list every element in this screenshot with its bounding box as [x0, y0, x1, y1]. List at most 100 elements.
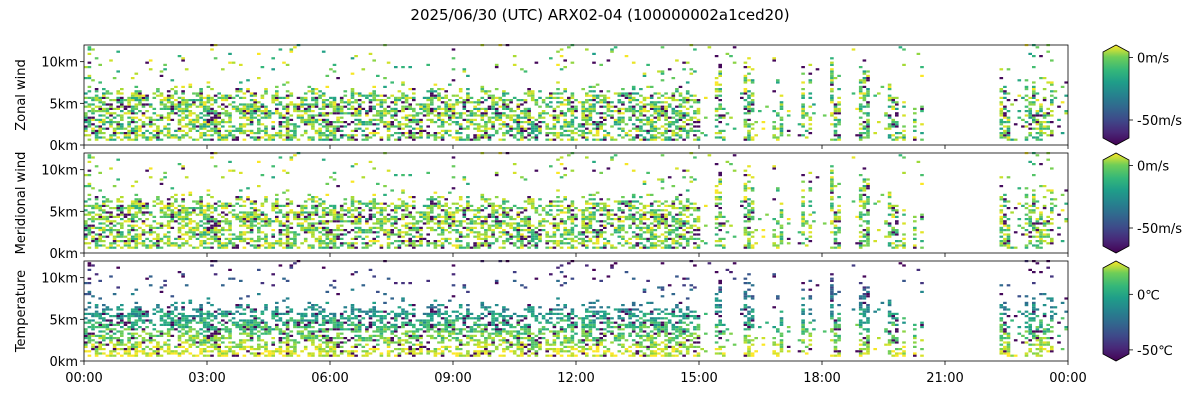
- data-cell: [895, 121, 899, 124]
- data-cell: [246, 123, 250, 126]
- data-cell: [772, 110, 776, 113]
- data-cell: [567, 242, 571, 245]
- data-cell: [858, 88, 863, 91]
- data-cell: [502, 103, 506, 106]
- data-cell: [516, 138, 521, 141]
- data-cell: [1039, 55, 1043, 58]
- data-cell: [300, 211, 304, 214]
- data-cell: [199, 209, 203, 212]
- data-cell: [401, 189, 405, 192]
- data-cell: [282, 121, 286, 124]
- data-cell: [325, 118, 330, 121]
- data-cell: [466, 226, 470, 229]
- data-cell: [1028, 134, 1032, 137]
- data-cell: [437, 99, 441, 102]
- data-cell: [635, 224, 640, 227]
- data-cell: [329, 105, 333, 108]
- data-cell: [192, 103, 196, 106]
- data-cell: [599, 121, 603, 124]
- data-cell: [260, 66, 265, 69]
- data-cell: [570, 244, 575, 247]
- data-cell: [585, 118, 589, 121]
- data-cell: [541, 101, 546, 104]
- data-cell: [498, 114, 503, 117]
- data-cell: [282, 224, 286, 227]
- data-cell: [199, 242, 203, 245]
- data-cell: [448, 242, 452, 245]
- data-cell: [332, 99, 337, 102]
- data-cell: [177, 237, 182, 240]
- data-cell: [339, 99, 344, 102]
- data-cell: [332, 129, 337, 132]
- data-cell: [920, 123, 924, 126]
- data-cell: [581, 231, 585, 234]
- data-cell: [156, 237, 160, 240]
- data-cell: [1050, 132, 1054, 135]
- data-cell: [210, 96, 214, 99]
- data-cell: [772, 90, 776, 93]
- data-cell: [830, 83, 834, 86]
- data-cell: [887, 134, 892, 137]
- data-cell: [289, 237, 294, 240]
- data-cell: [156, 90, 160, 93]
- data-cell: [520, 224, 524, 227]
- data-cell: [105, 127, 110, 130]
- data-cell: [278, 244, 283, 247]
- data-cell: [581, 211, 585, 214]
- data-cell: [195, 213, 200, 216]
- data-cell: [264, 213, 268, 216]
- data-cell: [422, 218, 427, 221]
- data-cell: [891, 134, 895, 137]
- data-cell: [329, 231, 333, 234]
- data-cell: [213, 218, 218, 221]
- data-cell: [141, 125, 146, 128]
- data-cell: [603, 224, 607, 227]
- data-cell: [127, 244, 131, 247]
- data-cell: [138, 237, 142, 240]
- data-cell: [675, 118, 679, 121]
- data-cell: [1050, 99, 1054, 102]
- data-cell: [231, 138, 236, 141]
- data-cell: [628, 226, 632, 229]
- data-cell: [102, 103, 106, 106]
- data-cell: [163, 127, 167, 130]
- data-cell: [498, 222, 503, 225]
- data-cell: [455, 112, 459, 115]
- data-cell: [595, 240, 600, 243]
- data-cell: [494, 116, 499, 119]
- data-cell: [181, 215, 185, 218]
- data-cell: [729, 116, 733, 119]
- data-cell: [98, 101, 102, 104]
- data-cell: [174, 200, 178, 203]
- data-cell: [318, 215, 322, 218]
- data-cell: [866, 79, 870, 82]
- data-cell: [451, 165, 456, 168]
- data-cell: [458, 220, 463, 223]
- data-cell: [639, 134, 643, 137]
- data-cell: [1035, 123, 1040, 126]
- data-cell: [397, 121, 402, 124]
- data-cell: [361, 123, 366, 126]
- data-cell: [779, 105, 784, 108]
- data-cell: [476, 107, 481, 110]
- data-cell: [253, 94, 257, 97]
- data-cell: [628, 200, 632, 203]
- data-cell: [556, 158, 560, 161]
- data-cell: [613, 118, 618, 121]
- data-cell: [466, 99, 470, 102]
- data-cell: [408, 96, 412, 99]
- data-cell: [221, 204, 225, 207]
- data-cell: [599, 138, 603, 141]
- data-cell: [293, 132, 297, 135]
- data-cell: [505, 125, 510, 128]
- data-cell: [476, 209, 481, 212]
- data-cell: [329, 246, 333, 249]
- data-cell: [718, 94, 722, 97]
- data-cell: [559, 48, 564, 51]
- data-cell: [476, 215, 481, 218]
- data-cell: [646, 193, 650, 196]
- data-cell: [646, 110, 650, 113]
- data-cell: [527, 123, 531, 126]
- data-cell: [94, 99, 99, 102]
- data-cell: [365, 231, 369, 234]
